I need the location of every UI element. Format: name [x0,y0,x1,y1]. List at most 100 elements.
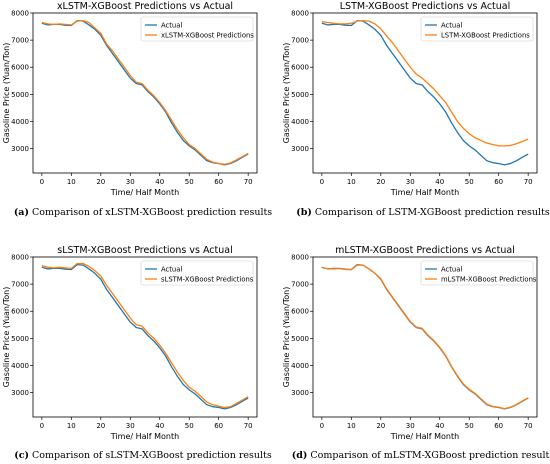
y-tick-label: 6000 [291,64,309,72]
legend-box [420,260,534,286]
y-tick-label: 3000 [11,145,29,153]
y-tick-label: 8000 [291,9,309,17]
x-tick-label: 70 [244,422,253,430]
x-tick-label: 50 [465,422,474,430]
y-tick-label: 5000 [11,91,29,99]
chart-title: xLSTM-XGBoost Predictions vs Actual [57,1,233,12]
legend: Actual LSTM-XGBoost Predictions [420,16,534,42]
caption-text: Comparison of sLSTM-XGBoost prediction r… [29,450,272,461]
series-line-actual [41,263,249,410]
x-tick-label: 20 [96,178,105,186]
plot-frame [312,12,538,174]
y-tick-label: 8000 [291,253,309,261]
x-tick-label: 40 [435,178,444,186]
caption-tag: (b) [296,207,312,218]
series-line-actual [321,19,529,166]
plot-frame [32,256,258,418]
y-axis-label: Gasoline Price (Yuan/Ton) [2,43,11,144]
figure-caption: (b) Comparison of LSTM-XGBoost predictio… [296,207,550,218]
figure-caption: (d) Comparison of mLSTM-XGBoost predicti… [292,450,550,461]
y-tick-label: 8000 [11,253,29,261]
x-tick-label: 70 [524,422,533,430]
y-tick-label: 6000 [11,308,29,316]
x-tick-label: 30 [126,178,135,186]
series-line-predicted [41,19,249,165]
x-tick-label: 60 [214,422,223,430]
series-line-predicted [41,262,249,409]
y-tick-label: 7000 [11,37,29,45]
legend-entry: LSTM-XGBoost Predictions [441,31,530,39]
y-tick-label: 5000 [291,335,309,343]
x-tick-label: 70 [524,178,533,186]
y-axis-label: Gasoline Price (Yuan/Ton) [282,287,291,388]
y-tick-label: 5000 [11,335,29,343]
x-tick-label: 30 [406,422,415,430]
chart-panel-0: xLSTM-XGBoost Predictions vs Actual 0 10 20… [2,1,272,218]
chart-panel-1: LSTM-XGBoost Predictions vs Actual 0 10 20 3… [282,1,550,218]
y-axis-label: Gasoline Price (Yuan/Ton) [2,287,11,388]
legend-entry: sLSTM-XGBoost Predictions [161,275,254,283]
x-tick-label: 10 [67,422,76,430]
chart-title: mLSTM-XGBoost Predictions vs Actual [335,245,515,256]
legend-box [140,16,254,42]
x-tick-label: 50 [185,178,194,186]
legend-entry: Actual [161,265,182,273]
y-tick-label: 6000 [11,64,29,72]
x-tick-label: 40 [155,178,164,186]
legend: Actual mLSTM-XGBoost Predictions [420,260,537,286]
legend-entry: Actual [161,21,182,29]
legend-box [420,16,534,42]
x-tick-label: 70 [244,178,253,186]
x-axis-label: Time/ Half Month [110,188,179,197]
x-tick-label: 0 [40,422,44,430]
x-axis-label: Time/ Half Month [390,188,459,197]
figure-caption: (a) Comparison of xLSTM-XGBoost predicti… [14,207,272,218]
legend-entry: Actual [441,21,462,29]
y-tick-label: 4000 [11,362,29,370]
x-tick-label: 0 [320,178,324,186]
series-line-predicted [321,264,529,410]
x-axis-label: Time/ Half Month [110,432,179,441]
chart-title: sLSTM-XGBoost Predictions vs Actual [57,245,232,256]
x-tick-label: 50 [465,178,474,186]
legend-entry: xLSTM-XGBoost Predictions [161,31,254,39]
y-tick-label: 7000 [291,37,309,45]
y-tick-label: 7000 [11,281,29,289]
series-line-predicted [321,19,529,147]
x-tick-label: 60 [214,178,223,186]
legend-entry: Actual [441,265,462,273]
legend: Actual sLSTM-XGBoost Predictions [140,260,254,286]
chart-panel-3: mLSTM-XGBoost Predictions vs Actual 0 10 20… [282,245,550,461]
caption-text: Comparison of xLSTM-XGBoost prediction r… [29,207,272,218]
x-tick-label: 20 [376,178,385,186]
series-line-actual [41,19,249,166]
series-line-actual [321,263,529,410]
y-tick-label: 4000 [11,118,29,126]
x-tick-label: 50 [185,422,194,430]
x-tick-label: 60 [494,178,503,186]
legend-entry: mLSTM-XGBoost Predictions [441,275,537,283]
chart-panel-2: sLSTM-XGBoost Predictions vs Actual 0 10 20… [2,245,272,461]
x-tick-label: 40 [435,422,444,430]
caption-text: Comparison of mLSTM-XGBoost prediction r… [307,450,550,461]
plot-frame [312,256,538,418]
chart-title: LSTM-XGBoost Predictions vs Actual [340,1,511,12]
x-tick-label: 10 [67,178,76,186]
legend: Actual xLSTM-XGBoost Predictions [140,16,254,42]
caption-tag: (a) [14,207,29,218]
x-tick-label: 30 [126,422,135,430]
caption-tag: (d) [292,450,308,461]
y-axis-label: Gasoline Price (Yuan/Ton) [282,43,291,144]
y-tick-label: 5000 [291,91,309,99]
caption-text: Comparison of LSTM-XGBoost prediction re… [312,207,550,218]
y-tick-label: 3000 [291,145,309,153]
y-tick-label: 6000 [291,308,309,316]
x-axis-label: Time/ Half Month [390,432,459,441]
x-tick-label: 30 [406,178,415,186]
x-tick-label: 20 [96,422,105,430]
y-tick-label: 7000 [291,281,309,289]
y-tick-label: 3000 [291,389,309,397]
x-tick-label: 20 [376,422,385,430]
y-tick-label: 3000 [11,389,29,397]
